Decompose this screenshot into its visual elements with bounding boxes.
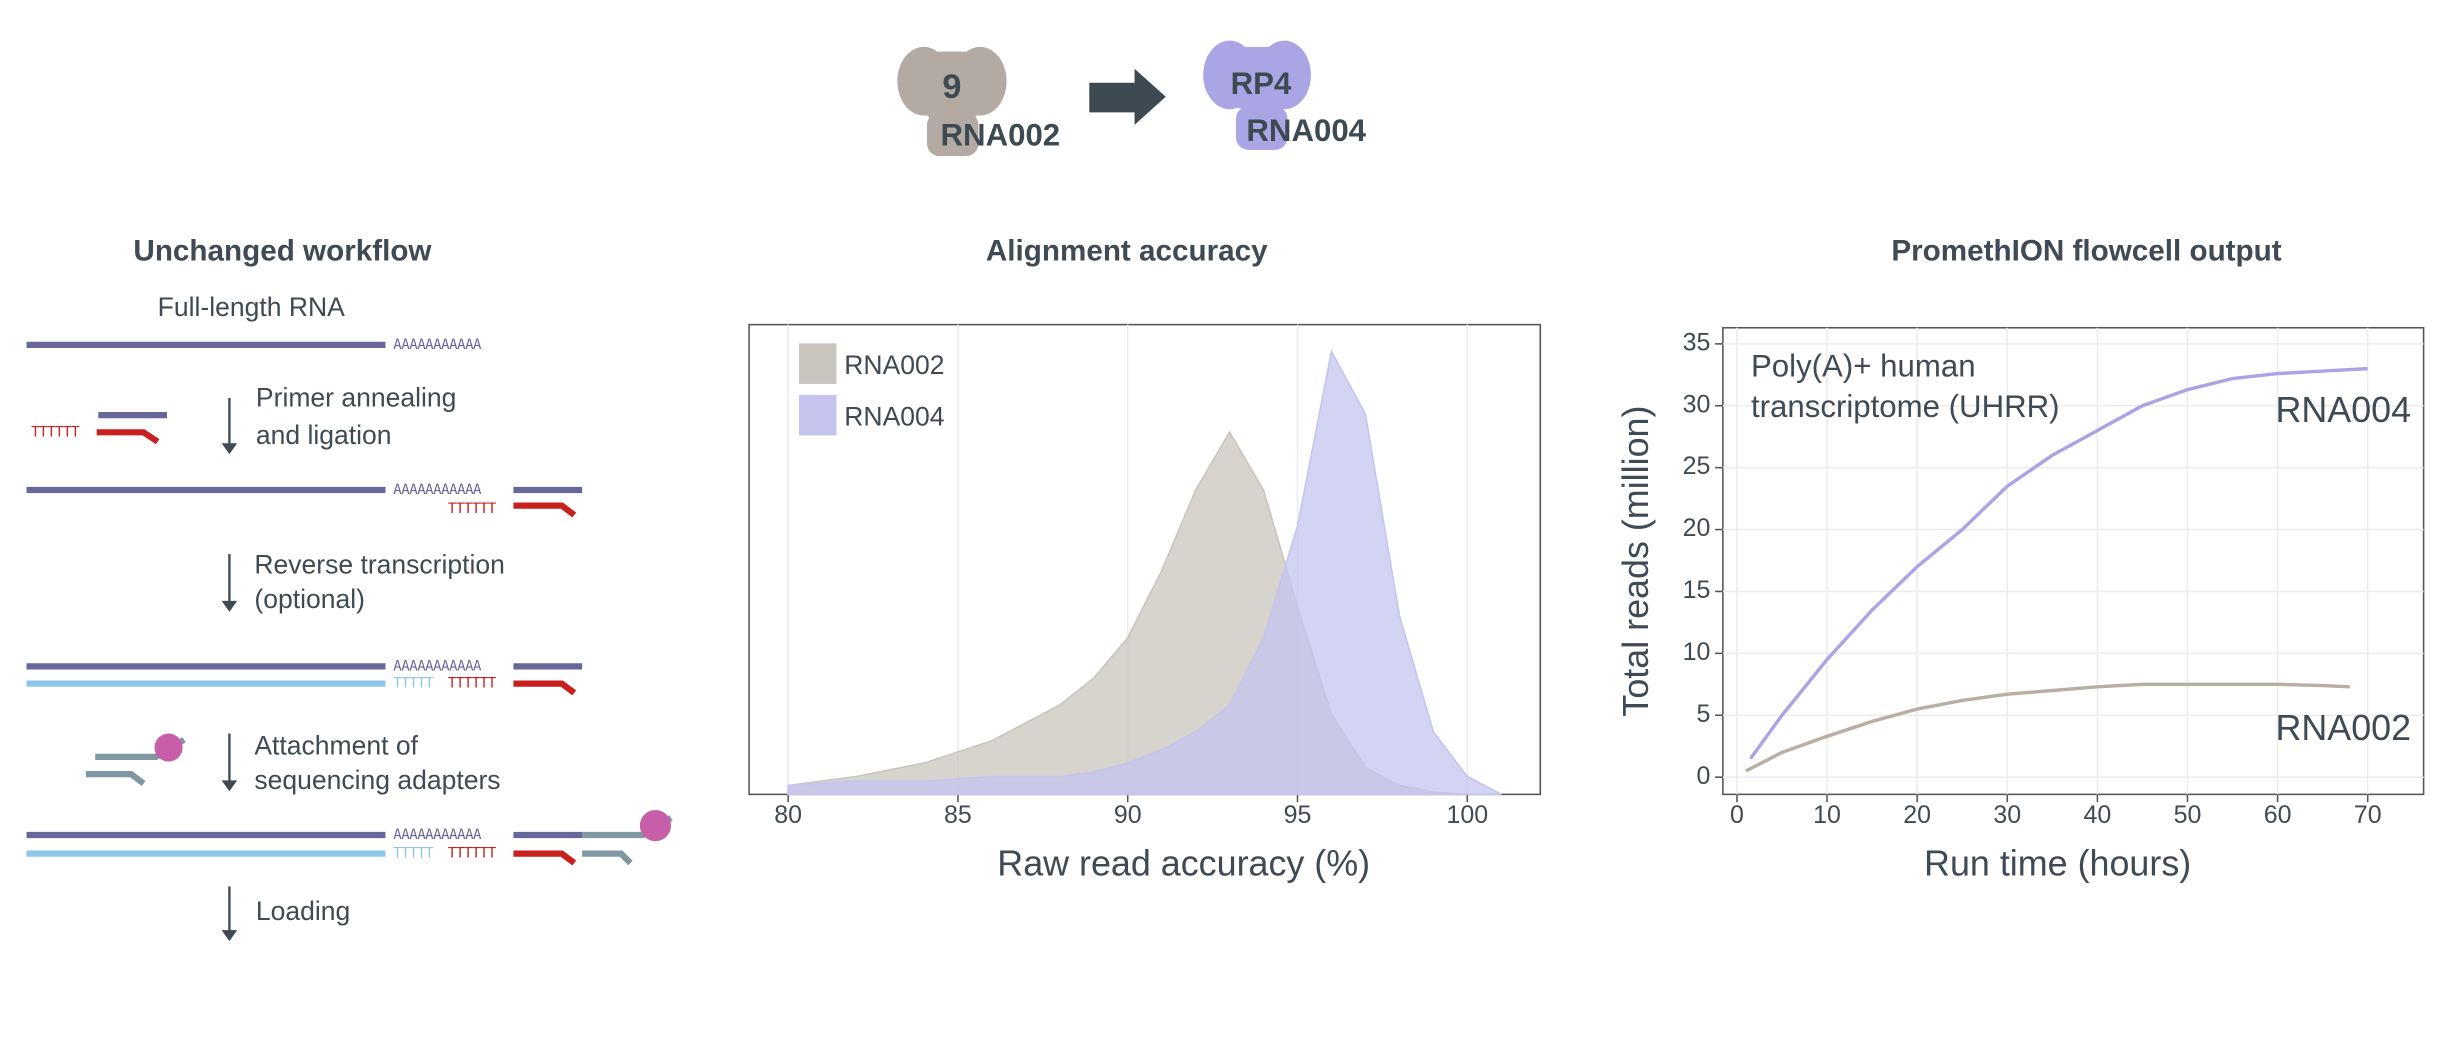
x-axis-label: Run time (hours) <box>1924 844 2191 884</box>
new-pore-logo: RP4 RNA004 <box>1203 40 1367 150</box>
x-tick-label: 50 <box>2174 801 2202 829</box>
y-axis-label: Total reads (million) <box>1616 406 1656 717</box>
y-tick-label: 35 <box>1683 328 1711 356</box>
line <box>1745 682 2350 773</box>
y-tick-label: 15 <box>1683 576 1711 604</box>
workflow: Unchanged workflow Full-length RNA <box>26 235 673 942</box>
area <box>787 349 1502 796</box>
x-tick-label: 70 <box>2354 801 2382 829</box>
workflow-title: Unchanged workflow <box>133 235 432 268</box>
chemistry-label: RNA002 <box>941 118 1061 153</box>
sequence: AAAAAAAAAAA <box>393 482 482 498</box>
chart-title: Alignment accuracy <box>986 235 1268 268</box>
old-pore-logo: 9 RNA002 <box>897 46 1061 157</box>
y-tick-label: 0 <box>1697 762 1711 790</box>
x-tick-label: 10 <box>1813 801 1841 829</box>
y-tick-label: 30 <box>1683 390 1711 418</box>
x-tick-label: 100 <box>1446 801 1488 829</box>
x-tick-label: 20 <box>1903 801 1931 829</box>
sequence: TTTTTT <box>448 501 497 517</box>
chart: Alignment accuracy 80 85 90 95 100 Raw read ac… <box>748 235 1542 884</box>
x-tick-label: 90 <box>1114 801 1142 829</box>
step-label: and ligation <box>256 420 392 450</box>
sequence: TTTTTT <box>31 424 80 440</box>
x-tick-label: 85 <box>944 801 972 829</box>
annotation: transcriptome (UHRR) <box>1751 389 2060 424</box>
x-tick-label: 95 <box>1284 801 1312 829</box>
annotation: Poly(A)+ human <box>1751 349 1976 384</box>
x-tick-label: 60 <box>2264 801 2292 829</box>
sequence: AAAAAAAAAAA <box>393 827 482 843</box>
series-label: RNA002 <box>2275 708 2411 748</box>
x-axis-label: Raw read accuracy (%) <box>997 844 1370 884</box>
y-tick-label: 5 <box>1697 700 1711 728</box>
step-label: Attachment of <box>254 731 418 761</box>
sequence: TTTTTT <box>448 676 497 692</box>
legend-label: RNA002 <box>844 350 944 380</box>
legend-swatch <box>799 343 837 384</box>
sequence: TTTTT <box>393 676 434 692</box>
step-label: Loading <box>256 896 350 926</box>
x-tick-label: 30 <box>1993 801 2021 829</box>
series-label: RNA004 <box>2275 390 2411 430</box>
y-tick-label: 10 <box>1683 638 1711 666</box>
legend-label: RNA004 <box>844 401 944 431</box>
step-label: (optional) <box>254 584 365 614</box>
pore-label: RP4 <box>1231 66 1292 101</box>
chart-title: PromethION flowcell output <box>1891 235 2281 268</box>
y-tick-label: 20 <box>1683 514 1711 542</box>
arrow <box>1089 68 1166 125</box>
sequence: TTTTTT <box>448 846 497 862</box>
sequence: AAAAAAAAAAA <box>393 658 482 674</box>
line <box>1749 366 2368 760</box>
sequence: TTTTT <box>393 846 434 862</box>
legend-swatch <box>799 394 837 436</box>
step-label: sequencing adapters <box>254 765 500 795</box>
x-tick-label: 80 <box>774 801 802 829</box>
sequence: AAAAAAAAAAA <box>393 337 482 353</box>
x-tick-label: 0 <box>1730 801 1744 829</box>
y-tick-label: 25 <box>1683 452 1711 480</box>
x-tick-label: 40 <box>2084 801 2112 829</box>
input-label: Full-length RNA <box>158 292 345 322</box>
step-label: Reverse transcription <box>254 550 505 580</box>
step-label: Primer annealing <box>256 383 456 413</box>
pore-label: 9 <box>942 68 961 106</box>
chemistry-label: RNA004 <box>1246 113 1366 148</box>
